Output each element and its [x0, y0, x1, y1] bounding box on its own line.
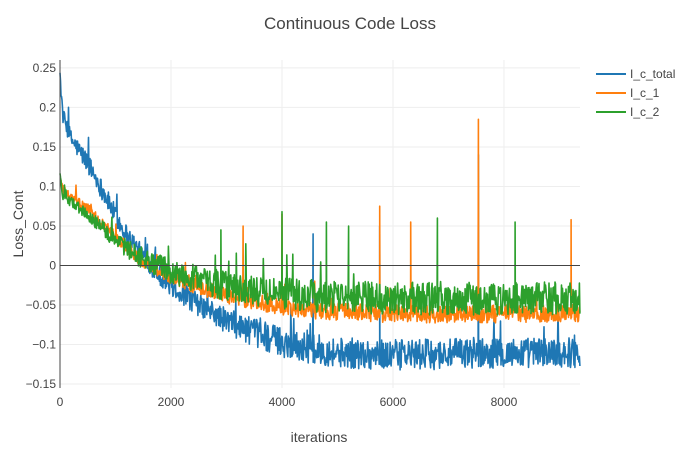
x-tick-label: 0	[57, 395, 64, 409]
series-layer	[59, 72, 581, 371]
y-axis-title: Loss_Cont	[10, 190, 26, 257]
x-tick-label: 8000	[491, 395, 518, 409]
legend-label: I_c_1	[630, 86, 660, 100]
y-tick-label: −0.1	[32, 338, 56, 352]
y-tick-label: 0.25	[33, 61, 57, 75]
x-axis-title: iterations	[291, 429, 348, 445]
x-tick-label: 4000	[269, 395, 296, 409]
y-tick-label: −0.05	[26, 298, 57, 312]
series-line-I_c_1	[59, 118, 581, 324]
y-tick-label: 0.2	[39, 100, 56, 114]
series-line-I_c_2	[59, 173, 581, 316]
y-tick-label: 0.15	[33, 140, 57, 154]
y-tick-label: −0.15	[26, 377, 57, 391]
y-tick-label: 0	[49, 258, 56, 272]
chart-title: Continuous Code Loss	[264, 14, 436, 33]
legend-item-I_c_1[interactable]: I_c_1	[596, 86, 660, 100]
y-tick-label: 0.05	[33, 219, 57, 233]
legend-item-I_c_2[interactable]: I_c_2	[596, 105, 660, 119]
axes: 0 2000 4000 6000 8000 0.25 0.2 0.15 0.1 0.05 0 −0.0…	[26, 60, 580, 409]
legend-label: I_c_2	[630, 105, 660, 119]
x-tick-label: 6000	[380, 395, 407, 409]
legend-label: I_c_total	[630, 67, 675, 81]
legend[interactable]: I_c_total I_c_1 I_c_2	[596, 67, 675, 119]
y-tick-label: 0.1	[39, 179, 56, 193]
legend-item-I_c_total[interactable]: I_c_total	[596, 67, 675, 81]
x-tick-label: 2000	[158, 395, 185, 409]
